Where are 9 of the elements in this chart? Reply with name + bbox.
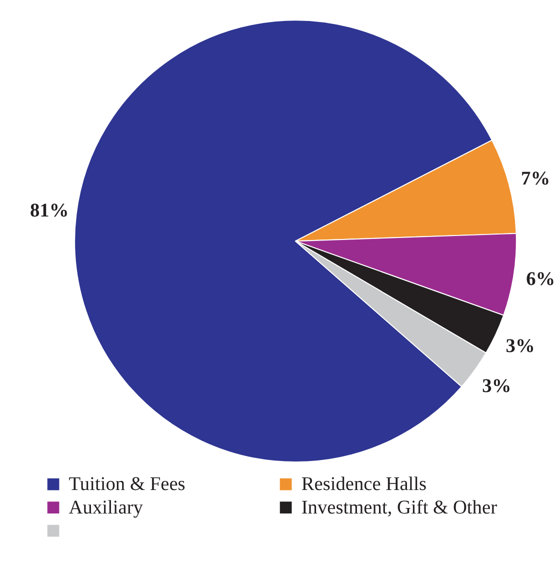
legend-label: Tuition & Fees [68,474,186,496]
data-label: 7% [521,168,550,190]
legend-label: Residence Halls [301,474,427,496]
data-label: 6% [526,268,556,290]
data-label: 3% [482,376,512,398]
legend-label: Auxiliary [68,497,144,518]
data-label: 81% [30,200,69,222]
data-label: 3% [506,336,535,357]
legend-label: Investment, Gift & Other [301,497,498,518]
